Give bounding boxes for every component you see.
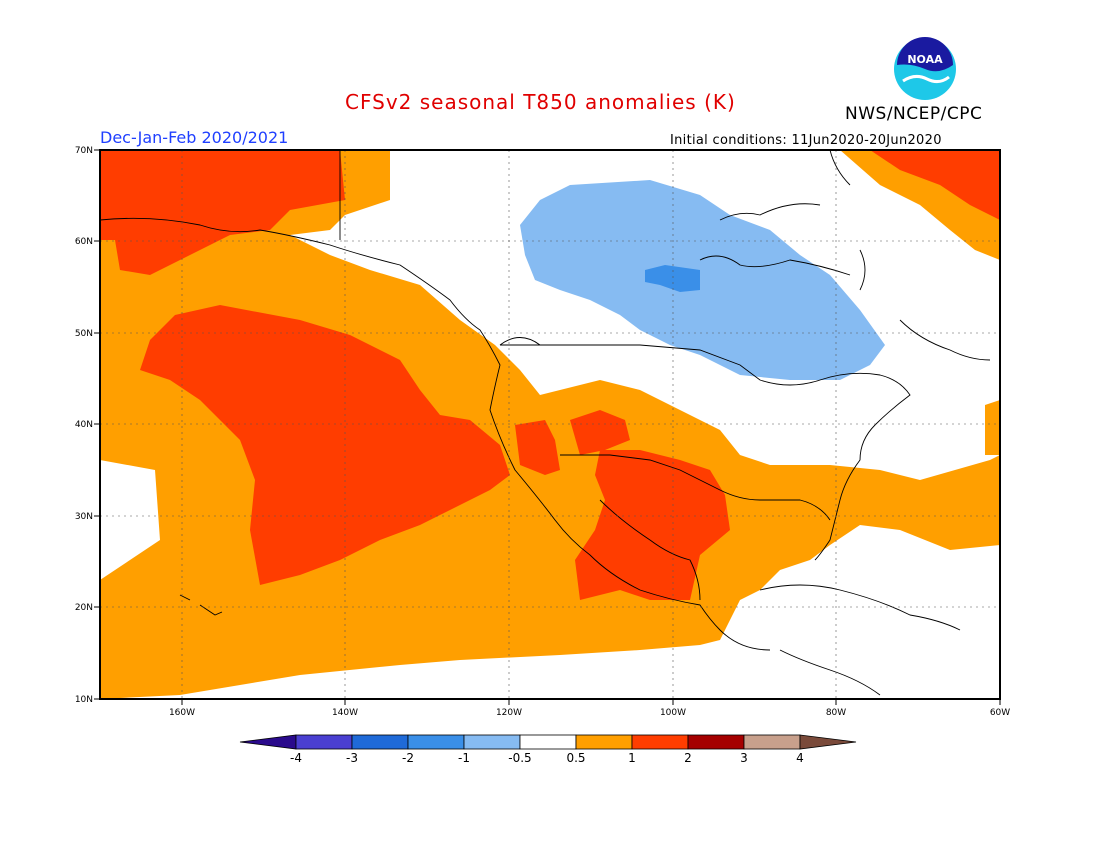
longitude-labels: 160W 140W 120W 100W 80W 60W [169, 708, 1010, 718]
anomaly-region-red-basin [515, 420, 560, 475]
noaa-logo: NOAA [894, 37, 956, 100]
anomaly-region-orange-atlantic [985, 400, 1000, 455]
colorbar-label-2: 2 [684, 751, 692, 765]
colorbar-labels: -4 -3 -2 -1 -0.5 0.5 1 2 3 4 [290, 751, 804, 765]
noaa-logo-text: NOAA [907, 53, 943, 66]
anomaly-region-blue-hudson [645, 265, 700, 292]
chart-title: CFSv2 seasonal T850 anomalies (K) [345, 90, 736, 114]
lon-label-80w: 80W [826, 708, 846, 718]
colorbar-swatch-above-4 [799, 734, 857, 750]
colorbar-swatch-minus1-minus05 [463, 734, 521, 750]
agency-label: NWS/NCEP/CPC [845, 104, 983, 124]
colorbar-swatch-minus2-minus1 [407, 734, 465, 750]
lon-label-160w: 160W [169, 708, 195, 718]
season-label: Dec-Jan-Feb 2020/2021 [100, 128, 289, 147]
tick-marks [94, 149, 1001, 705]
lat-label-60n: 60N [75, 237, 93, 247]
anomaly-region-red-rockies [570, 410, 630, 455]
anomaly-region-red-alaska [100, 150, 345, 275]
lon-label-60w: 60W [990, 708, 1010, 718]
colorbar-label-minus1: -1 [458, 751, 470, 765]
colorbar-label-1: 1 [628, 751, 636, 765]
colorbar-label-05: 0.5 [566, 751, 585, 765]
colorbar-label-minus2: -2 [402, 751, 414, 765]
colorbar-label-minus05: -0.5 [508, 751, 531, 765]
colorbar-swatch-minus05-05 [519, 734, 577, 750]
colorbar-swatch-1-2 [631, 734, 689, 750]
colorbar-swatch-minus4-minus3 [295, 734, 353, 750]
lat-label-30n: 30N [75, 512, 93, 522]
initial-conditions-label: Initial conditions: 11Jun2020-20Jun2020 [670, 133, 942, 148]
lon-label-120w: 120W [496, 708, 522, 718]
colorbar-label-3: 3 [740, 751, 748, 765]
lat-label-20n: 20N [75, 603, 93, 613]
colorbar-swatch-2-3 [687, 734, 745, 750]
colorbar-label-4: 4 [796, 751, 804, 765]
lat-label-70n: 70N [75, 146, 93, 156]
lat-label-40n: 40N [75, 420, 93, 430]
lat-label-50n: 50N [75, 329, 93, 339]
lon-label-100w: 100W [660, 708, 686, 718]
gridlines [100, 150, 1000, 699]
anomaly-region-red-greenland [870, 150, 1000, 220]
colorbar-label-minus4: -4 [290, 751, 302, 765]
anomaly-region-red-pacific [140, 305, 510, 585]
colorbar [239, 734, 857, 750]
colorbar-swatch-minus3-minus2 [351, 734, 409, 750]
colorbar-swatch-below-minus4 [239, 734, 297, 750]
lat-label-10n: 10N [75, 695, 93, 705]
anomaly-field [100, 150, 1000, 699]
colorbar-swatch-3-4 [743, 734, 801, 750]
anomaly-region-lightblue-canada [520, 180, 885, 380]
coastlines [100, 150, 991, 696]
lon-label-140w: 140W [332, 708, 358, 718]
latitude-labels: 70N 60N 50N 40N 30N 20N 10N [75, 146, 93, 705]
colorbar-label-minus3: -3 [346, 751, 358, 765]
colorbar-swatch-05-1 [575, 734, 633, 750]
